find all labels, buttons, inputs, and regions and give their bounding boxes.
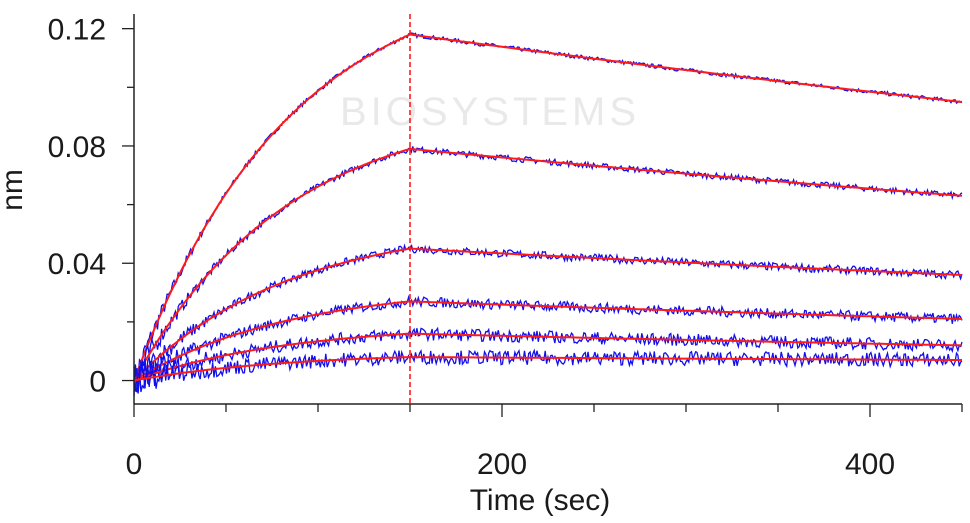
raw-trace-5 [133,326,963,393]
x-axis-title: Time (sec) [470,484,611,517]
raw-trace-3 [133,243,963,387]
fit-curve-1 [133,33,963,381]
fit-curve-6 [133,356,962,382]
watermark-text: BIOSYSTEMS [340,90,640,134]
x-tick-label: 400 [845,448,895,481]
y-tick-label: 0 [89,366,106,399]
plot-area [133,14,963,404]
raw-trace-6 [133,348,963,394]
y-axis-title: nm [0,169,29,211]
y-tick-label: 0.04 [48,248,106,281]
fit-curve-3 [133,247,963,382]
y-tick-label: 0.12 [48,14,106,47]
fit-curve-5 [133,332,963,382]
x-tick-label: 0 [126,448,143,481]
raw-trace-4 [133,294,963,393]
fit-curve-2 [133,147,963,381]
y-tick-label: 0.08 [48,131,106,164]
fit-curve-4 [133,300,963,382]
axes: 0 200 400 0 0.04 0.08 0.12 [48,14,963,481]
x-tick-label: 200 [477,448,527,481]
